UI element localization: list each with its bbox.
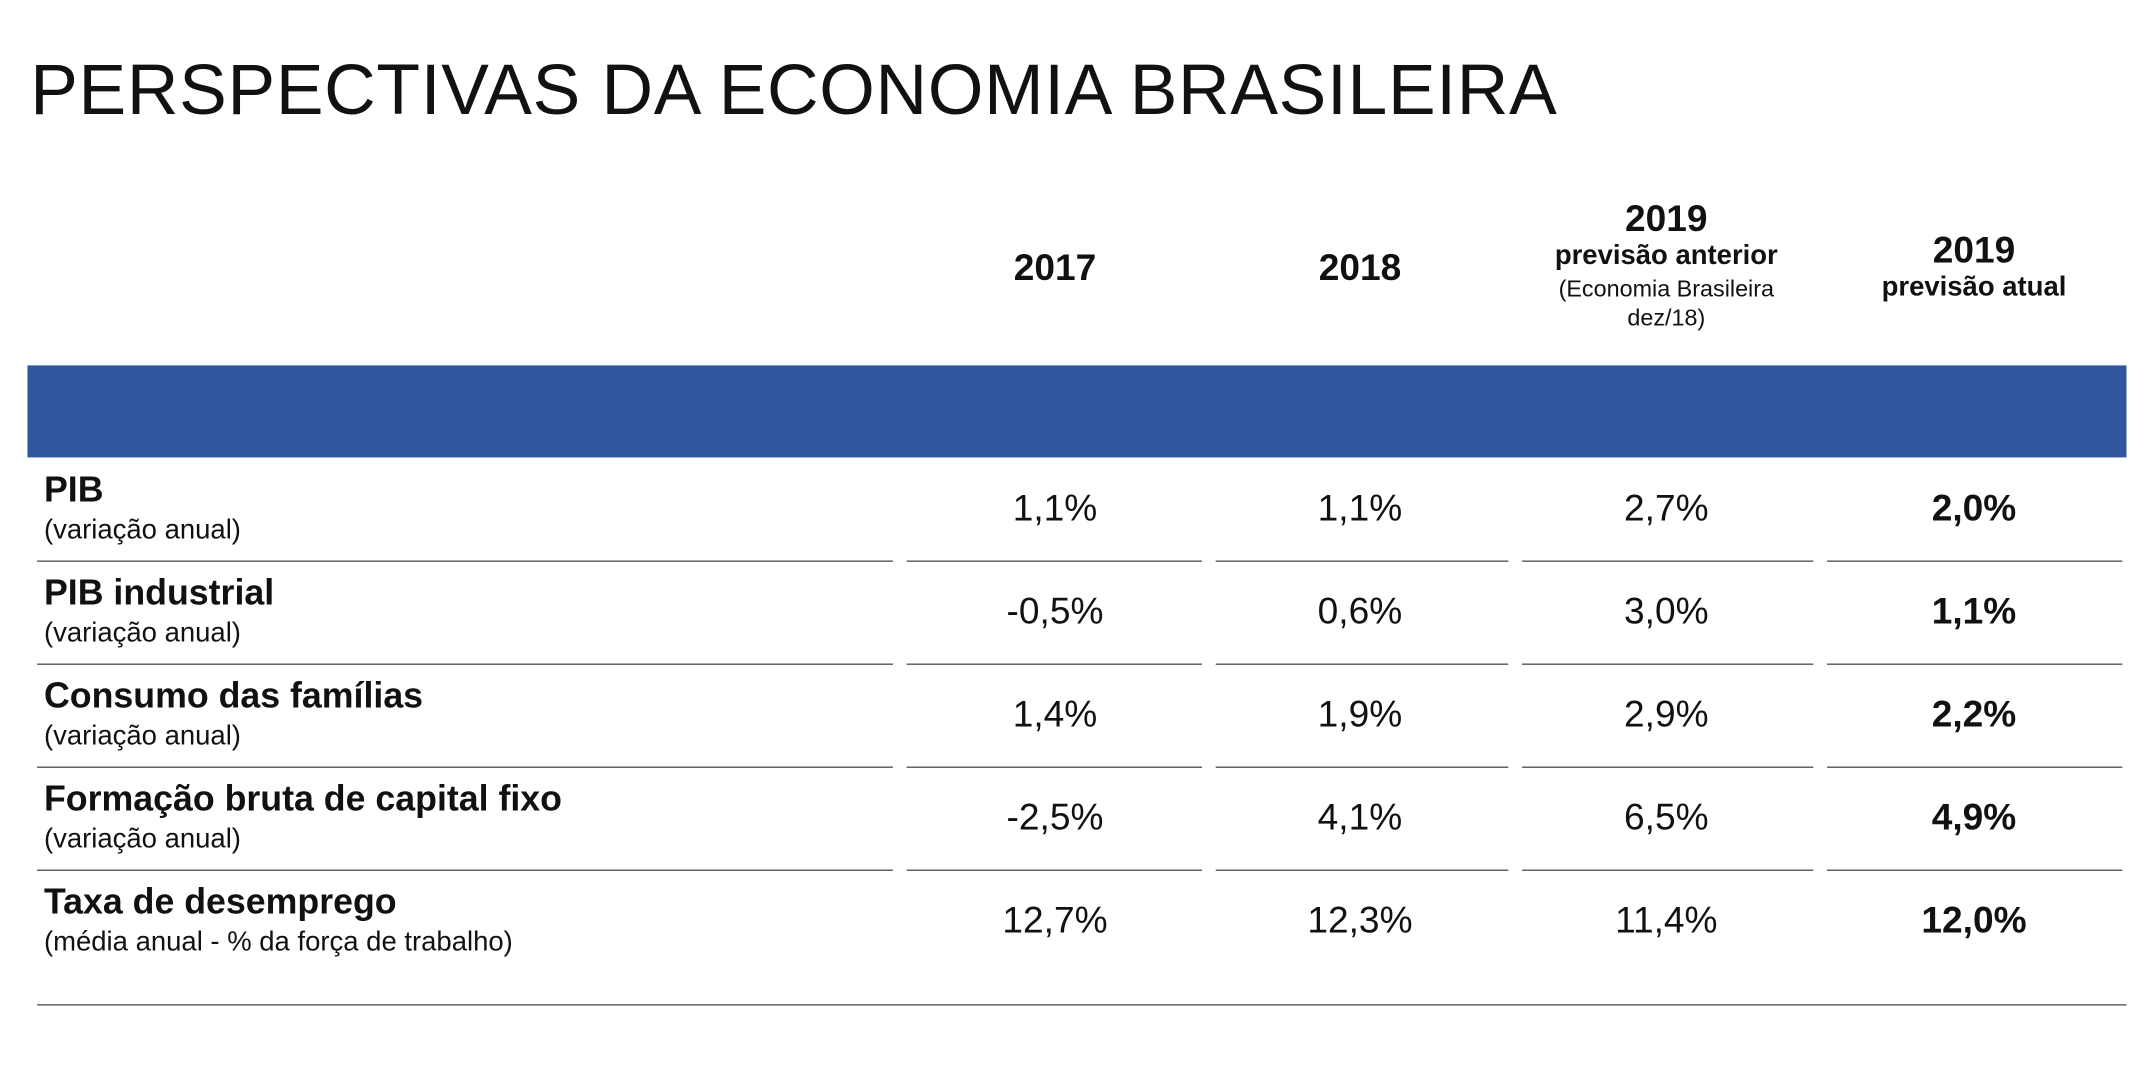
row-separator — [1215, 663, 1509, 665]
column-header: 2018 — [1216, 247, 1504, 290]
row-separator — [906, 766, 1202, 768]
row-separator — [37, 869, 893, 871]
cell-value: 2,0% — [1931, 487, 2017, 529]
cell-value: 4,9% — [1931, 796, 2017, 838]
row-sublabel: (variação anual) — [43, 618, 241, 649]
row-separator — [1522, 869, 1814, 871]
cell-value: 12,7% — [1002, 899, 1108, 941]
row-separator — [1215, 869, 1509, 871]
column-year: 2017 — [1013, 247, 1097, 289]
cell-value: 1,1% — [1012, 487, 1098, 529]
row-separator — [37, 663, 893, 665]
column-note: (Economia Brasileira dez/18) — [1558, 276, 1775, 332]
row-label: Consumo das famílias — [43, 674, 424, 716]
cell-value: 1,4% — [1012, 693, 1098, 735]
cell-value: 2,7% — [1624, 487, 1709, 529]
row-sublabel: (variação anual) — [43, 721, 241, 752]
column-year: 2018 — [1318, 247, 1402, 289]
row-sublabel: (variação anual) — [43, 515, 241, 546]
cell-value: 0,6% — [1317, 590, 1403, 632]
cell-value: 12,3% — [1307, 899, 1413, 941]
row-separator — [1522, 766, 1814, 768]
row-separator — [1215, 766, 1509, 768]
cell-value: -0,5% — [1006, 590, 1104, 632]
row-separator — [906, 560, 1202, 562]
cell-value: 4,1% — [1317, 796, 1403, 838]
row-sublabel: (variação anual) — [43, 824, 241, 855]
row-sublabel: (média anual - % da força de trabalho) — [43, 927, 513, 958]
row-separator — [1522, 663, 1814, 665]
cell-value: 11,4% — [1615, 899, 1718, 941]
cell-value: 3,0% — [1624, 590, 1709, 632]
header-band — [27, 365, 2127, 458]
row-separator — [37, 560, 893, 562]
row-separator — [906, 663, 1202, 665]
cell-value: 2,2% — [1931, 693, 2017, 735]
cell-value: 1,1% — [1317, 487, 1403, 529]
row-label: Taxa de desemprego — [43, 880, 397, 922]
column-header: 2017 — [911, 247, 1199, 290]
row-separator — [1827, 560, 2123, 562]
cell-value: 6,5% — [1624, 796, 1709, 838]
row-separator — [906, 869, 1202, 871]
row-label: PIB — [43, 468, 104, 510]
title: PERSPECTIVAS DA ECONOMIA BRASILEIRA — [30, 50, 1558, 131]
column-year: 2019 — [1932, 229, 2016, 271]
row-separator — [1827, 663, 2123, 665]
row-label: PIB industrial — [43, 571, 275, 613]
bottom-rule — [37, 1004, 2127, 1006]
row-separator — [37, 766, 893, 768]
column-subtitle: previsão anterior — [1554, 240, 1778, 271]
cell-value: 12,0% — [1921, 899, 2027, 941]
cell-value: -2,5% — [1006, 796, 1104, 838]
column-year: 2019 — [1625, 197, 1708, 240]
row-separator — [1827, 766, 2123, 768]
row-separator — [1215, 560, 1509, 562]
column-subtitle: previsão atual — [1881, 271, 2067, 303]
column-header: 2019 previsão anterior (Economia Brasileir… — [1522, 198, 1810, 333]
cell-value: 1,1% — [1931, 590, 2017, 632]
row-separator — [1522, 560, 1814, 562]
row-label: Formação bruta de capital fixo — [43, 777, 562, 819]
column-header: 2019 previsão atual — [1830, 229, 2118, 303]
cell-value: 1,9% — [1317, 693, 1403, 735]
row-separator — [1827, 869, 2123, 871]
cell-value: 2,9% — [1624, 693, 1709, 735]
